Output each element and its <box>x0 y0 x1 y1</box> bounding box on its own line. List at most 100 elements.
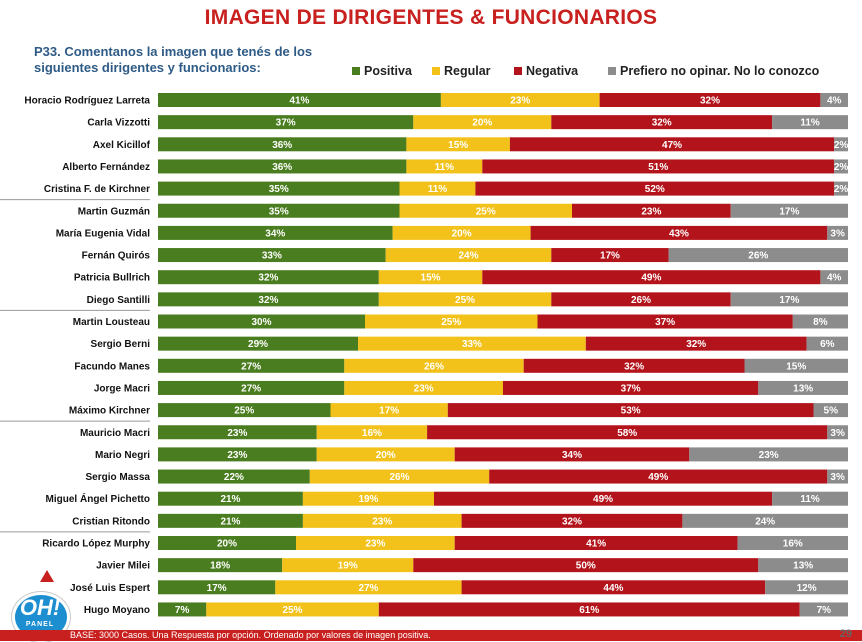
bar-value-label-1-3: 11% <box>800 118 820 129</box>
bar-segment-11-3 <box>806 336 848 351</box>
row-label-11: Sergio Berni <box>91 339 151 350</box>
bar-segment-12-0 <box>158 358 345 373</box>
bar-segment-8-3 <box>820 270 848 285</box>
bar-segment-13-0 <box>158 380 345 395</box>
bar-value-label-19-2: 32% <box>562 516 582 527</box>
chart-title: IMAGEN DE DIRIGENTES & FUNCIONARIOS <box>204 6 658 29</box>
oh-panel-logo: OH! PANEL <box>8 570 72 642</box>
bar-segment-10-0 <box>158 314 365 329</box>
bar-value-label-19-0: 21% <box>220 516 240 527</box>
row-label-14: Máximo Kirchner <box>69 406 150 417</box>
bar-segment-13-3 <box>758 380 848 395</box>
bar-value-label-0-0: 41% <box>289 96 309 107</box>
bar-segment-1-2 <box>551 115 773 130</box>
bar-value-label-13-3: 13% <box>793 383 813 394</box>
bar-value-label-6-2: 43% <box>669 228 689 239</box>
bar-value-label-18-2: 49% <box>593 494 613 505</box>
bar-value-label-18-1: 19% <box>358 494 378 505</box>
bar-value-label-10-2: 37% <box>655 317 675 328</box>
bar-value-label-12-1: 26% <box>424 361 444 372</box>
bar-segment-15-1 <box>316 425 428 440</box>
row-label-9: Diego Santilli <box>87 295 151 306</box>
bar-value-label-7-1: 24% <box>458 251 478 262</box>
bar-segment-12-1 <box>344 358 524 373</box>
legend-swatch-negativa <box>514 67 522 75</box>
bar-segment-0-0 <box>158 93 441 107</box>
bar-value-label-13-1: 23% <box>414 383 434 394</box>
bar-value-label-20-1: 23% <box>365 539 385 550</box>
bar-segment-18-2 <box>434 491 773 506</box>
bar-segment-21-3 <box>758 558 848 573</box>
bar-segment-0-1 <box>440 93 600 107</box>
legend-item-positiva: Positiva <box>352 64 412 78</box>
row-label-23: Hugo Moyano <box>84 605 150 616</box>
bar-value-label-14-2: 53% <box>621 406 641 417</box>
bar-segment-23-3 <box>799 602 848 617</box>
row-label-19: Cristian Ritondo <box>72 516 150 527</box>
bar-segment-20-1 <box>296 536 455 550</box>
bar-value-label-12-3: 15% <box>786 361 806 372</box>
bar-value-label-14-1: 17% <box>379 406 399 417</box>
bar-segment-6-1 <box>392 225 531 240</box>
bar-segment-15-0 <box>158 425 317 440</box>
bar-value-label-11-3: 6% <box>820 339 835 350</box>
bar-value-label-8-3: 4% <box>827 273 842 284</box>
bar-segment-10-2 <box>537 314 793 329</box>
bar-value-label-11-1: 33% <box>462 339 482 350</box>
bar-segment-10-1 <box>365 314 538 329</box>
bar-value-label-12-0: 27% <box>241 361 261 372</box>
row-label-15: Mauricio Macri <box>80 428 150 439</box>
bar-value-label-0-1: 23% <box>510 96 530 107</box>
bar-value-label-17-3: 3% <box>830 472 845 483</box>
bar-value-label-23-1: 25% <box>283 605 303 616</box>
bar-value-label-9-1: 25% <box>455 295 475 306</box>
row-label-16: Mario Negri <box>95 450 150 461</box>
bar-value-label-18-3: 11% <box>800 494 820 505</box>
row-label-8: Patricia Bullrich <box>74 273 150 284</box>
row-label-20: Ricardo López Murphy <box>42 539 150 550</box>
row-label-13: Jorge Macri <box>94 383 150 394</box>
bar-segment-11-1 <box>358 336 586 351</box>
bar-segment-14-3 <box>813 403 848 418</box>
bar-value-label-2-1: 15% <box>448 140 468 151</box>
bar-segment-5-1 <box>399 203 572 218</box>
legend-swatch-regular <box>432 67 440 75</box>
row-label-4: Cristina F. de Kirchner <box>44 184 150 195</box>
legend-label-regular: Regular <box>444 64 491 78</box>
bar-segment-12-2 <box>523 358 745 373</box>
row-label-10: Martin Lousteau <box>73 317 150 328</box>
bar-value-label-22-2: 44% <box>603 583 623 594</box>
bar-segment-21-2 <box>413 558 759 573</box>
bar-segment-20-0 <box>158 536 296 550</box>
bar-value-label-5-1: 25% <box>476 206 496 217</box>
bar-segment-4-1 <box>399 181 476 196</box>
bar-segment-16-1 <box>316 447 455 462</box>
bar-value-label-17-0: 22% <box>224 472 244 483</box>
row-label-12: Facundo Manes <box>74 361 150 372</box>
bar-value-label-8-2: 49% <box>641 273 661 284</box>
bar-value-label-23-3: 7% <box>817 605 832 616</box>
bar-segment-4-0 <box>158 181 400 196</box>
bar-value-label-9-2: 26% <box>631 295 651 306</box>
bar-value-label-10-1: 25% <box>441 317 461 328</box>
bar-value-label-7-2: 17% <box>600 251 620 262</box>
bar-segment-23-1 <box>206 602 379 617</box>
bar-value-label-16-0: 23% <box>227 450 247 461</box>
bar-segment-11-0 <box>158 336 359 351</box>
bar-segment-1-3 <box>772 115 848 130</box>
bar-segment-16-3 <box>689 447 848 462</box>
bar-segment-6-0 <box>158 225 393 240</box>
bar-value-label-6-3: 3% <box>830 228 845 239</box>
row-label-0: Horacio Rodríguez Larreta <box>24 96 150 107</box>
bar-segment-7-0 <box>158 248 386 263</box>
bar-segment-18-0 <box>158 491 303 506</box>
bar-segment-22-2 <box>461 580 766 595</box>
legend-item-regular: Regular <box>432 64 491 78</box>
bar-value-label-9-0: 32% <box>258 295 278 306</box>
bar-segment-21-1 <box>282 558 414 573</box>
row-label-1: Carla Vizzotti <box>87 118 150 129</box>
bar-segment-14-1 <box>330 403 448 418</box>
row-label-17: Sergio Massa <box>86 472 151 483</box>
bar-value-label-9-3: 17% <box>779 295 799 306</box>
